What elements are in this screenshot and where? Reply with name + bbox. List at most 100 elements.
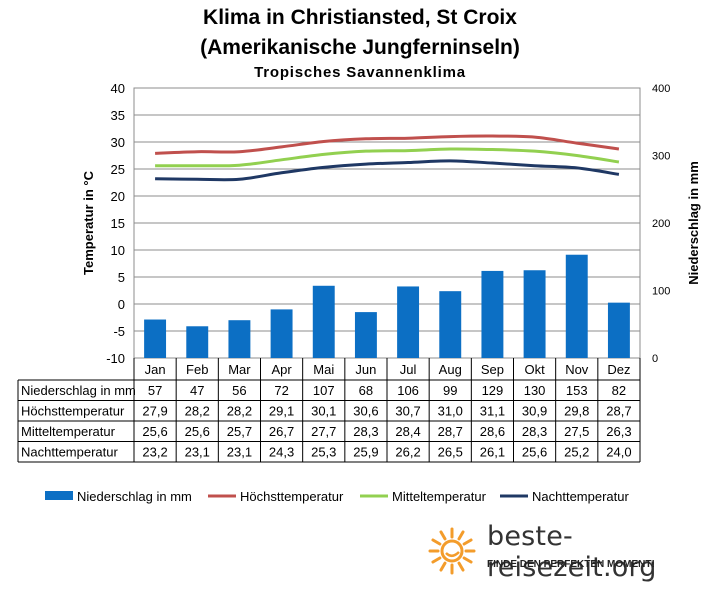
table-row-precip-cell: 68 [359, 383, 373, 398]
table-row-mean-cell: 28,7 [438, 424, 463, 439]
y-right-axis-title: Niederschlag in mm [686, 161, 701, 285]
table-row-high-cell: 30,9 [522, 404, 547, 419]
y-left-tick-label: 20 [111, 189, 125, 204]
x-tick-label: Jun [355, 362, 376, 377]
table-row-night-cell: 24,0 [606, 445, 631, 460]
table-row-precip-cell: 107 [313, 383, 335, 398]
precip-bar [439, 291, 462, 358]
table-row-mean-cell: 25,7 [227, 424, 252, 439]
table-row-night-cell: 26,1 [480, 445, 505, 460]
x-tick-label: Feb [186, 362, 208, 377]
logo-sun-icon [428, 527, 476, 575]
table-row-mean-cell: 28,4 [395, 424, 420, 439]
table-row-precip-cell: 130 [524, 383, 546, 398]
table-row-night-cell: 23,1 [185, 445, 210, 460]
table-row-mean-cell: 27,5 [564, 424, 589, 439]
precip-bar [354, 312, 377, 358]
precip-bar [481, 270, 504, 358]
table-row-precip-cell: 72 [274, 383, 288, 398]
table-row-precip-cell: 153 [566, 383, 588, 398]
table-row-precip-cell: 99 [443, 383, 457, 398]
chart-subtitle: (Amerikanische Jungferninseln) [200, 36, 520, 59]
table-row-precip-label: Niederschlag in mm [21, 383, 136, 398]
table-row-mean-cell: 26,7 [269, 424, 294, 439]
table-row-precip-cell: 47 [190, 383, 204, 398]
high-temp-line [155, 134, 620, 155]
y-left-tick-label: 10 [111, 243, 125, 258]
precip-bar [312, 285, 335, 358]
table-row-high-cell: 31,1 [480, 404, 505, 419]
table-row-high-cell: 29,1 [269, 404, 294, 419]
sun-ray [457, 561, 465, 572]
sun-ray [439, 561, 447, 572]
table-row-night-cell: 25,9 [353, 445, 378, 460]
legend-label: Nachttemperatur [532, 489, 629, 504]
precip-bar [186, 326, 209, 358]
table-row-high-cell: 31,0 [438, 404, 463, 419]
y-left-tick-label: -10 [106, 351, 125, 366]
precip-bar [397, 286, 420, 358]
mean-temp-line [155, 147, 620, 168]
table-row-high-label: Höchsttemperatur [21, 404, 125, 419]
x-tick-label: Nov [565, 362, 589, 377]
x-tick-label: Mar [228, 362, 251, 377]
x-tick-label: Apr [271, 362, 292, 377]
table-row-mean-cell: 25,6 [185, 424, 210, 439]
table-row-high-cell: 29,8 [564, 404, 589, 419]
x-tick-label: Okt [524, 362, 545, 377]
y-left-tick-label: 15 [111, 216, 125, 231]
table-row-night-cell: 25,3 [311, 445, 336, 460]
sun-ray [462, 538, 473, 546]
table-row-high-cell: 28,2 [185, 404, 210, 419]
y-left-tick-label: 25 [111, 162, 125, 177]
x-tick-label: Dez [607, 362, 630, 377]
y-left-axis-title: Temperatur in °C [81, 170, 96, 275]
sun-ray [457, 530, 465, 541]
table-row-precip-cell: 129 [482, 383, 504, 398]
precip-bar [270, 309, 293, 358]
sun-ray [431, 556, 442, 564]
table-row-precip-cell: 106 [397, 383, 419, 398]
sun-ray [431, 538, 442, 546]
table-row-mean-cell: 27,7 [311, 424, 336, 439]
y-left-tick-label: 0 [118, 297, 125, 312]
x-tick-label: Jul [400, 362, 417, 377]
table-row-high-cell: 28,2 [227, 404, 252, 419]
night-temp-line [155, 159, 620, 182]
y-right-tick-label: 300 [652, 151, 670, 163]
sun-ray [462, 556, 473, 564]
table-row-mean-cell: 28,3 [353, 424, 378, 439]
chart-title: Klima in Christiansted, St Croix [203, 6, 517, 29]
precip-bar [607, 302, 630, 358]
y-right-tick-label: 200 [652, 218, 670, 230]
brand-name: beste-reisezeit.org [487, 521, 657, 583]
legend-swatch [45, 491, 73, 500]
y-right-tick-label: 400 [652, 83, 670, 95]
precip-bar [523, 270, 546, 358]
y-right-tick-label: 0 [652, 353, 658, 365]
legend-label: Niederschlag in mm [77, 489, 192, 504]
table-row-mean-cell: 28,6 [480, 424, 505, 439]
legend-label: Höchsttemperatur [240, 489, 344, 504]
table-row-high-cell: 30,7 [395, 404, 420, 419]
y-left-tick-label: 35 [111, 108, 125, 123]
table-row-precip-cell: 56 [232, 383, 246, 398]
table-row-high-cell: 30,1 [311, 404, 336, 419]
table-row-night-cell: 24,3 [269, 445, 294, 460]
y-left-tick-label: 5 [118, 270, 125, 285]
table-row-precip-cell: 82 [612, 383, 626, 398]
y-right-tick-label: 100 [652, 286, 670, 298]
legend-label: Mitteltemperatur [392, 489, 487, 504]
table-row-high-cell: 28,7 [606, 404, 631, 419]
precip-bar [144, 319, 167, 358]
table-row-night-cell: 26,5 [438, 445, 463, 460]
precip-bar [565, 254, 588, 358]
table-row-night-cell: 23,2 [142, 445, 167, 460]
table-row-night-label: Nachttemperatur [21, 445, 118, 460]
y-left-tick-label: -5 [113, 324, 125, 339]
y-left-tick-label: 30 [111, 135, 125, 150]
x-tick-label: Sep [481, 362, 504, 377]
x-tick-label: Mai [313, 362, 334, 377]
climate-type: Tropisches Savannenklima [254, 64, 466, 81]
